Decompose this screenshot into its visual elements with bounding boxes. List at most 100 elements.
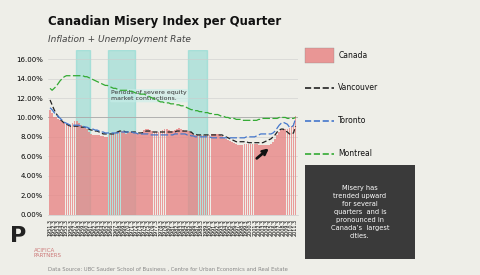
Bar <box>196 135 198 214</box>
Bar <box>217 134 219 214</box>
Bar <box>119 131 120 214</box>
Bar <box>139 134 141 214</box>
Bar <box>154 132 155 214</box>
Bar <box>86 129 88 214</box>
Text: Data Source: UBC Sauder School of Business , Centre for Urban Economics and Real: Data Source: UBC Sauder School of Busine… <box>48 267 288 272</box>
Bar <box>225 139 227 214</box>
Bar <box>80 125 82 214</box>
Bar <box>90 134 92 214</box>
Bar <box>168 130 169 214</box>
Bar <box>176 129 178 214</box>
Bar <box>152 131 153 214</box>
Bar <box>266 145 268 214</box>
Bar <box>290 126 292 214</box>
Bar <box>256 144 258 214</box>
Bar <box>96 135 98 214</box>
Bar <box>170 131 172 214</box>
Bar <box>293 123 294 214</box>
Bar <box>117 131 119 214</box>
Bar <box>233 143 235 214</box>
Bar <box>250 144 252 214</box>
Bar <box>137 134 139 214</box>
Bar <box>164 129 166 214</box>
Bar <box>194 135 196 214</box>
Bar <box>84 127 86 214</box>
Bar <box>74 121 75 214</box>
Bar <box>82 127 84 214</box>
Bar <box>135 133 137 214</box>
Bar <box>199 135 200 214</box>
Bar <box>248 144 250 214</box>
Bar <box>156 132 157 214</box>
Bar <box>123 132 125 214</box>
Bar <box>229 141 231 214</box>
Text: Canada: Canada <box>338 51 368 59</box>
Bar <box>127 133 129 214</box>
Bar <box>178 128 180 214</box>
Bar <box>100 136 102 214</box>
Bar <box>227 140 229 214</box>
Bar <box>147 129 149 214</box>
Bar <box>94 135 96 214</box>
Bar <box>268 145 270 214</box>
Bar <box>241 145 243 214</box>
Bar <box>141 132 143 214</box>
Bar <box>180 129 182 214</box>
Bar <box>121 131 122 214</box>
Bar <box>55 117 57 214</box>
Bar <box>288 128 290 214</box>
Bar <box>184 131 186 214</box>
Bar <box>61 121 63 214</box>
Bar <box>92 135 94 214</box>
Text: Inflation + Unemployment Rate: Inflation + Unemployment Rate <box>48 35 191 44</box>
Text: Misery has
trended upward
for several
quarters  and is
pronounced in
Canada’s  l: Misery has trended upward for several qu… <box>331 185 389 239</box>
Bar <box>115 132 116 214</box>
Bar <box>274 139 276 214</box>
Bar <box>76 50 90 215</box>
Bar <box>207 135 208 214</box>
Bar <box>166 129 168 214</box>
Bar <box>282 129 284 214</box>
Bar <box>221 136 223 214</box>
Bar <box>131 132 133 214</box>
Bar <box>78 123 80 214</box>
Bar <box>49 110 51 214</box>
Bar <box>280 130 282 214</box>
Bar <box>160 131 161 214</box>
Bar <box>203 135 204 214</box>
Bar <box>162 130 163 214</box>
Bar <box>60 120 61 214</box>
Bar <box>246 144 247 214</box>
Bar <box>191 132 192 214</box>
Bar <box>182 130 184 214</box>
Bar <box>105 137 106 214</box>
Bar <box>278 132 280 214</box>
Bar <box>188 50 206 215</box>
Bar <box>129 132 131 214</box>
Bar <box>68 124 69 214</box>
Bar <box>240 145 241 214</box>
Bar <box>262 145 264 214</box>
Bar <box>192 134 194 214</box>
Bar <box>188 131 190 214</box>
Text: Montreal: Montreal <box>338 150 372 158</box>
Bar <box>254 144 255 214</box>
Bar <box>211 134 213 214</box>
Bar <box>276 135 278 214</box>
Bar <box>108 50 135 215</box>
Bar <box>260 145 262 214</box>
Bar <box>272 142 274 214</box>
Bar <box>209 135 211 214</box>
Bar <box>63 122 65 214</box>
Bar <box>285 129 286 214</box>
Bar <box>258 145 260 214</box>
Bar <box>125 134 127 214</box>
Bar <box>133 133 135 214</box>
Bar <box>70 125 72 214</box>
Text: Canadian Misery Index per Quarter: Canadian Misery Index per Quarter <box>48 15 281 28</box>
Bar <box>107 137 108 214</box>
Bar <box>252 144 253 214</box>
Text: Periods of severe equity
market contractions.: Periods of severe equity market contract… <box>111 90 187 101</box>
Text: Vancouver: Vancouver <box>338 84 379 92</box>
Bar <box>295 117 297 214</box>
